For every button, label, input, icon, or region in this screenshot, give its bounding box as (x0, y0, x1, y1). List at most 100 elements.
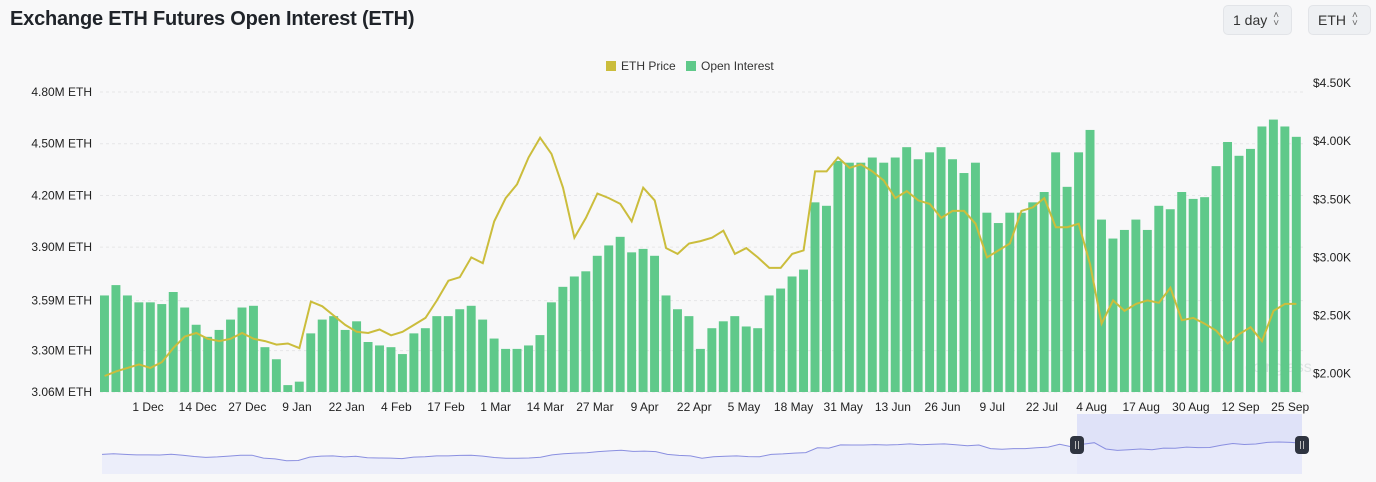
open-interest-bar (695, 348, 705, 392)
open-interest-bar (180, 307, 190, 392)
x-tick-label: 9 Jan (282, 400, 311, 414)
y-left-tick-label: 4.50M ETH (31, 137, 92, 151)
open-interest-bar (741, 326, 751, 392)
open-interest-bar (592, 255, 602, 392)
open-interest-bar (248, 305, 258, 392)
unit-select[interactable]: ETH ˄ ˅ (1308, 5, 1371, 35)
open-interest-bar (546, 302, 556, 392)
open-interest-bar (1268, 119, 1278, 392)
x-tick-label: 31 May (824, 400, 863, 414)
open-interest-bar (409, 333, 419, 392)
open-interest-bar (821, 205, 831, 392)
open-interest-bar (558, 286, 568, 392)
open-interest-bar (925, 152, 935, 392)
open-interest-bar (168, 292, 178, 392)
open-interest-bar (535, 335, 545, 392)
open-interest-bar (386, 347, 396, 392)
open-interest-bar (879, 162, 889, 392)
x-tick-label: 12 Sep (1221, 400, 1259, 414)
x-tick-label: 4 Aug (1076, 400, 1107, 414)
open-interest-bar (604, 245, 614, 392)
open-interest-bar (890, 157, 900, 392)
open-interest-bar (1028, 202, 1038, 392)
navigator-handle-left[interactable] (1070, 436, 1084, 454)
open-interest-bar (673, 309, 682, 392)
open-interest-bar (501, 348, 511, 392)
open-interest-bar (1223, 142, 1233, 392)
legend-label-eth-price[interactable]: ETH Price (621, 59, 676, 73)
open-interest-bar (443, 316, 453, 392)
open-interest-bar (970, 162, 980, 392)
open-interest-bar (1280, 126, 1290, 392)
open-interest-bar (145, 302, 155, 392)
open-interest-bar (1108, 238, 1118, 392)
open-interest-bar (1188, 198, 1198, 392)
open-interest-bar (1131, 219, 1141, 392)
open-interest-bar (1211, 166, 1221, 392)
open-interest-bar (260, 347, 270, 392)
open-interest-bar (283, 385, 293, 392)
y-right-tick-label: $4.00K (1313, 134, 1351, 148)
x-tick-label: 26 Jun (925, 400, 961, 414)
open-interest-bar (844, 162, 854, 392)
open-interest-bar (913, 159, 923, 392)
open-interest-bar (226, 319, 235, 392)
open-interest-bar (512, 348, 522, 392)
open-interest-bar (569, 276, 579, 392)
y-right-tick-label: $3.00K (1313, 250, 1351, 264)
open-interest-bar (1097, 219, 1106, 392)
open-interest-bar (363, 342, 373, 392)
open-interest-bar (340, 329, 350, 392)
y-left-tick-label: 4.20M ETH (31, 188, 92, 202)
navigator[interactable] (101, 414, 1309, 474)
interval-select[interactable]: 1 day ˄ ˅ (1223, 5, 1292, 35)
open-interest-bar (638, 248, 648, 392)
open-interest-bar (856, 162, 866, 392)
y-left-tick-label: 4.80M ETH (31, 85, 92, 99)
open-interest-bar (581, 271, 591, 392)
open-interest-bar (478, 319, 488, 392)
open-interest-bar (329, 316, 339, 392)
x-tick-label: 27 Dec (228, 400, 266, 414)
open-interest-bar (1142, 229, 1152, 392)
x-tick-label: 14 Mar (527, 400, 564, 414)
open-interest-bar (948, 159, 957, 392)
x-tick-label: 27 Mar (576, 400, 613, 414)
open-interest-bar (157, 304, 167, 392)
open-interest-bar (237, 307, 247, 392)
open-interest-bar (627, 252, 637, 392)
x-tick-label: 9 Apr (631, 400, 659, 414)
open-interest-bar (661, 295, 671, 392)
legend: ETH Price Open Interest (606, 59, 774, 73)
open-interest-bar (122, 295, 132, 392)
open-interest-bar (902, 147, 912, 392)
x-tick-label: 13 Jun (875, 400, 911, 414)
open-interest-bar (466, 305, 476, 392)
open-interest-bar (799, 269, 808, 392)
y-left-tick-label: 3.59M ETH (31, 294, 92, 308)
open-interest-bar (650, 255, 660, 392)
chevron-up-down-icon: ˄ ˅ (1352, 10, 1358, 29)
open-interest-bar (810, 202, 820, 392)
legend-label-open-interest[interactable]: Open Interest (701, 59, 774, 73)
eth-price-line (104, 135, 1297, 377)
open-interest-bar (764, 295, 774, 392)
navigator-handle-right[interactable] (1295, 436, 1309, 454)
open-interest-bar (489, 338, 499, 392)
unit-select-value: ETH (1318, 12, 1346, 28)
open-interest-bar (191, 324, 201, 392)
open-interest-bar (1177, 192, 1187, 392)
open-interest-bar (1200, 197, 1210, 392)
y-left-tick-label: 3.30M ETH (31, 344, 92, 358)
open-interest-bar (455, 309, 465, 392)
x-tick-label: 25 Sep (1271, 400, 1309, 414)
open-interest-bar (1039, 192, 1049, 392)
legend-swatch-eth-price (606, 61, 616, 71)
x-tick-label: 22 Apr (677, 400, 712, 414)
open-interest-bar (753, 328, 763, 392)
y-right-tick-label: $4.50K (1313, 76, 1351, 90)
open-interest-bar (1016, 212, 1026, 392)
y-left-tick-label: 3.90M ETH (31, 240, 92, 254)
x-tick-label: 22 Jul (1026, 400, 1058, 414)
open-interest-bar (833, 160, 843, 392)
